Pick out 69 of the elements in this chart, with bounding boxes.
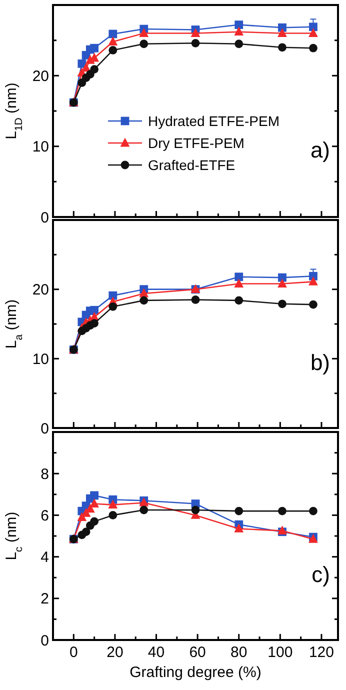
point (90, 65, 99, 74)
x-axis-title: Grafting degree (%) (130, 664, 262, 681)
point (108, 30, 118, 38)
legend-label: Hydrated ETFE-PEM (148, 112, 280, 129)
point (108, 302, 118, 311)
point (90, 491, 99, 500)
y-tick-label: 10 (32, 138, 49, 156)
point (191, 296, 200, 304)
point (90, 319, 99, 328)
point (309, 300, 318, 309)
point (234, 296, 244, 305)
point (108, 291, 118, 300)
y-tick-label: 2 (40, 590, 49, 608)
point (308, 28, 318, 37)
point (108, 36, 118, 46)
point (139, 288, 149, 298)
point (234, 506, 244, 516)
point (191, 38, 200, 48)
point (90, 44, 99, 52)
point (82, 528, 90, 536)
legend-label: Grafted-ETFE (148, 156, 236, 173)
y-tick-label: 20 (32, 282, 49, 299)
annotation: a) (310, 138, 330, 163)
point (309, 22, 318, 32)
point (90, 517, 99, 526)
y-tick-label: 10 (32, 350, 49, 368)
point (90, 498, 100, 508)
point (234, 272, 244, 282)
point (140, 506, 148, 514)
point (309, 506, 318, 516)
point (234, 40, 244, 48)
annotation: c) (312, 562, 330, 587)
point (191, 506, 200, 514)
point (278, 506, 286, 516)
x-tick-label: 100 (268, 644, 293, 661)
point (309, 44, 318, 52)
legend-label: Dry ETFE-PEM (148, 134, 244, 151)
point (140, 296, 148, 305)
point (278, 300, 286, 308)
point (90, 306, 99, 314)
x-tick-label: 80 (230, 644, 248, 661)
y-tick-label: 0 (40, 209, 49, 226)
point (278, 273, 286, 282)
annotation: b) (310, 350, 330, 375)
y-tick-label: 0 (40, 420, 49, 438)
y-tick-label: 6 (40, 507, 49, 524)
point (108, 500, 118, 508)
point (190, 28, 200, 37)
y-tick-label: 8 (40, 466, 49, 483)
x-tick-label: 60 (189, 644, 206, 661)
point (278, 43, 286, 52)
x-tick-label: 120 (308, 644, 334, 661)
point (139, 28, 149, 37)
point (140, 40, 148, 48)
x-tick-label: 0 (69, 644, 78, 661)
point (234, 20, 244, 29)
x-tick-label: 20 (106, 644, 124, 661)
point (108, 46, 118, 54)
point (308, 276, 318, 286)
point (278, 278, 287, 288)
point (234, 26, 244, 36)
point (234, 278, 244, 288)
point (108, 511, 118, 520)
y-tick-label: 4 (40, 549, 49, 566)
point (278, 28, 287, 37)
y-tick-label: 0 (40, 632, 49, 650)
x-tick-label: 40 (148, 644, 165, 661)
point (234, 524, 244, 532)
y-tick-label: 20 (32, 68, 49, 85)
